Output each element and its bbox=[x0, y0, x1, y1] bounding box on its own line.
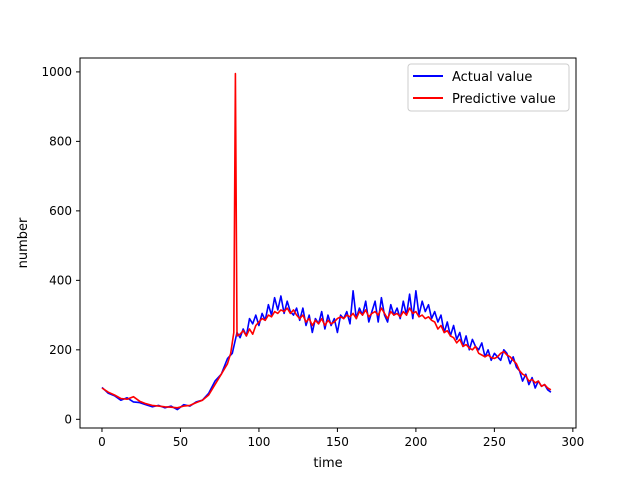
y-tick-label: 200 bbox=[49, 343, 72, 357]
legend: Actual value Predictive value bbox=[407, 63, 570, 112]
legend-box bbox=[407, 63, 570, 112]
y-tick-label: 400 bbox=[49, 273, 72, 287]
y-axis-ticks: 0 200 400 600 800 1000 bbox=[41, 65, 80, 426]
x-tick-label: 200 bbox=[404, 435, 427, 449]
x-tick-label: 150 bbox=[326, 435, 349, 449]
y-tick-label: 1000 bbox=[41, 65, 72, 79]
x-tick-label: 0 bbox=[98, 435, 106, 449]
x-tick-label: 50 bbox=[173, 435, 188, 449]
y-tick-label: 800 bbox=[49, 134, 72, 148]
y-axis-label: number bbox=[16, 217, 31, 268]
series-lines bbox=[101, 72, 552, 411]
x-tick-label: 100 bbox=[247, 435, 270, 449]
x-tick-label: 300 bbox=[561, 435, 584, 449]
plot-frame bbox=[79, 57, 577, 429]
legend-label-predictive: Predictive value bbox=[452, 92, 556, 107]
x-tick-label: 250 bbox=[483, 435, 506, 449]
y-tick-label: 0 bbox=[64, 412, 72, 426]
x-axis-ticks: 0 50 100 150 200 250 300 bbox=[98, 428, 584, 449]
x-axis-label: time bbox=[313, 456, 342, 471]
y-tick-label: 600 bbox=[49, 204, 72, 218]
series-line-predictive bbox=[101, 72, 552, 409]
legend-label-actual: Actual value bbox=[452, 70, 532, 85]
